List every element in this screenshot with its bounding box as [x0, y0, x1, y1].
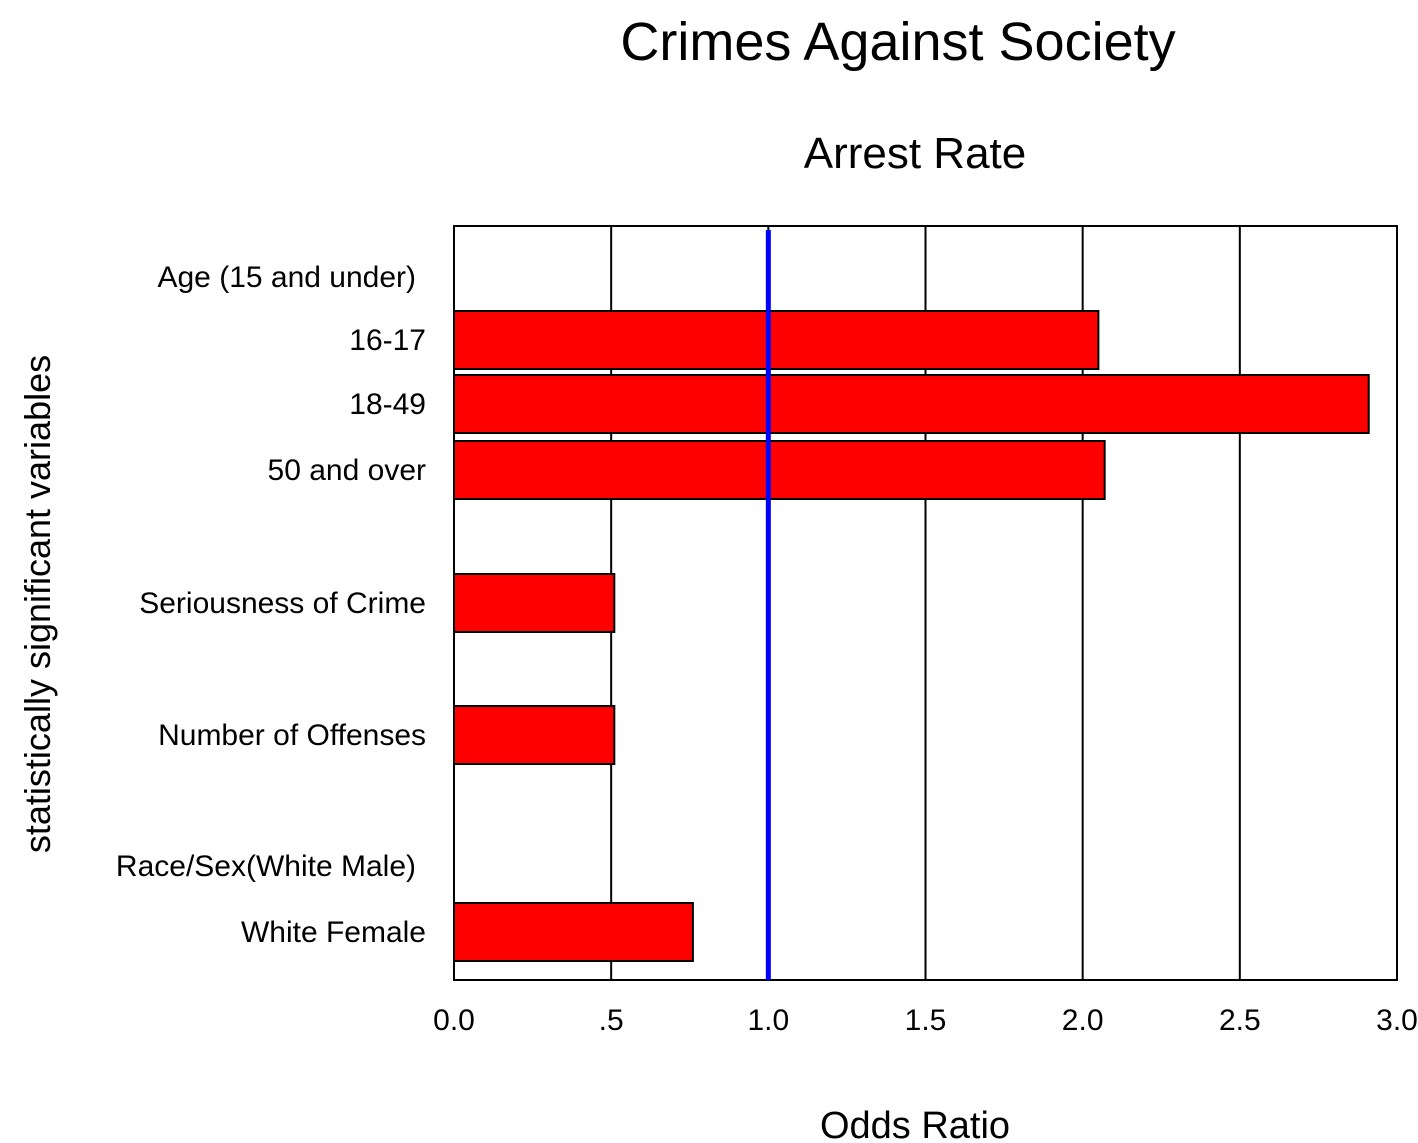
- bar: [453, 374, 1370, 434]
- x-tick-label: 2.5: [1219, 1004, 1261, 1037]
- chart-title: Crimes Against Society: [620, 12, 1175, 72]
- category-label: Age (15 and under): [157, 261, 416, 294]
- y-axis-title: statistically significant variables: [17, 355, 58, 853]
- category-label: White Female: [241, 916, 426, 949]
- chart-subtitle: Arrest Rate: [804, 129, 1027, 178]
- x-tick-label: 3.0: [1376, 1004, 1418, 1037]
- category-label: 50 and over: [268, 454, 426, 487]
- category-label: 16-17: [349, 324, 426, 357]
- x-tick-label: 1.5: [905, 1004, 947, 1037]
- x-tick-label: 1.0: [747, 1004, 789, 1037]
- bar: [453, 705, 616, 765]
- category-label: 18-49: [349, 388, 426, 421]
- bar: [453, 902, 694, 962]
- category-label: Race/Sex(White Male): [116, 850, 416, 883]
- bar: [453, 440, 1106, 500]
- category-labels: Age (15 and under) 16-17 18-49 50 and over S…: [116, 261, 426, 949]
- category-label: Seriousness of Crime: [139, 587, 426, 620]
- x-tick-label: .5: [599, 1004, 624, 1037]
- category-label: Number of Offenses: [158, 719, 426, 752]
- x-tick-label: 0.0: [433, 1004, 475, 1037]
- bar: [453, 573, 616, 633]
- bars: [453, 310, 1370, 962]
- x-tick-labels: 0.0 .5 1.0 1.5 2.0 2.5 3.0: [433, 1004, 1418, 1037]
- bar: [453, 310, 1100, 370]
- x-tick-label: 2.0: [1062, 1004, 1104, 1037]
- x-axis-title: Odds Ratio: [820, 1105, 1010, 1143]
